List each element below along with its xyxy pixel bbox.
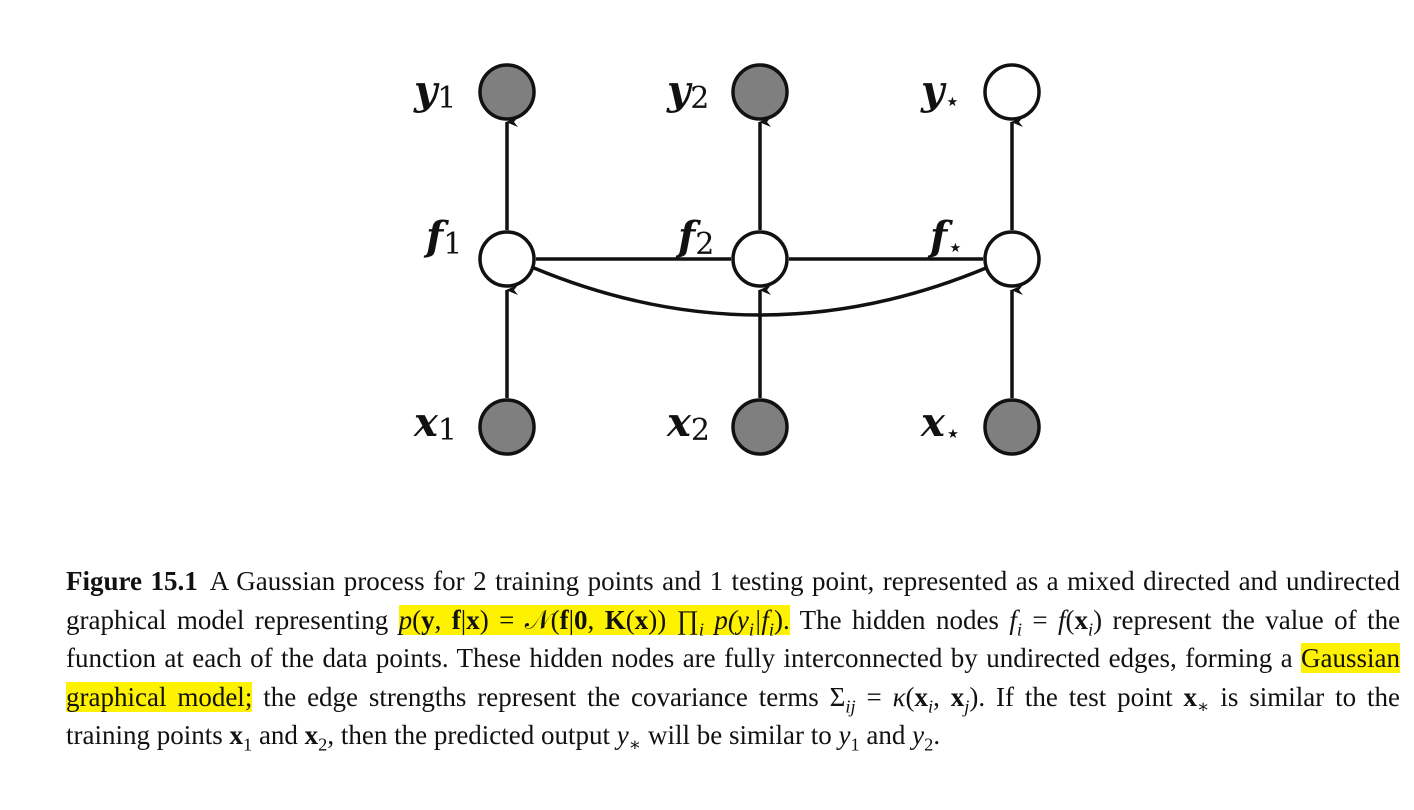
- node-fstar: [983, 230, 1041, 288]
- caption-text-9: will be similar to: [641, 720, 839, 750]
- caption-text-2: The hidden nodes: [789, 604, 1010, 635]
- caption-text-8: , then the predicted output: [327, 720, 617, 750]
- label-f1: f1: [423, 213, 462, 262]
- caption-text-1: A Gaussian process for 2 training points…: [66, 566, 1400, 635]
- node-y1: [478, 63, 536, 121]
- caption-text-4: the edge strengths represent the covaria…: [252, 681, 830, 712]
- node-y2: [731, 63, 789, 121]
- node-x1: [478, 398, 536, 456]
- label-y2: y2: [666, 67, 709, 116]
- node-ystar: [983, 63, 1041, 121]
- node-x2: [731, 398, 789, 456]
- label-f2: f2: [675, 213, 714, 262]
- caption-text-5: If the test point: [985, 681, 1184, 712]
- node-xstar: [983, 398, 1041, 456]
- highlight-formula: p(y, f|x) = 𝒩(f|0, K(x)) ∏i p(yi|fi).: [398, 604, 790, 639]
- figure-caption: Figure 15.1 A Gaussian process for 2 trai…: [66, 566, 1401, 755]
- gaussian-process-graph: y1 y2 y⋆ f1 f2 f⋆ x1 x2 x⋆: [413, 63, 1041, 456]
- caption-text-3: represent the value of the function at e…: [66, 604, 1401, 674]
- label-x2: x2: [666, 399, 710, 448]
- node-f2: [731, 230, 789, 288]
- label-xstar: x⋆: [920, 399, 961, 449]
- label-y1: y1: [413, 67, 456, 116]
- node-f1: [478, 230, 536, 288]
- label-ystar: y⋆: [920, 67, 961, 117]
- figure-label: Figure 15.1: [66, 566, 198, 596]
- label-fstar: f⋆: [927, 213, 964, 263]
- caption-text-6: is similar to the training points: [66, 681, 1401, 751]
- label-x1: x1: [413, 399, 457, 448]
